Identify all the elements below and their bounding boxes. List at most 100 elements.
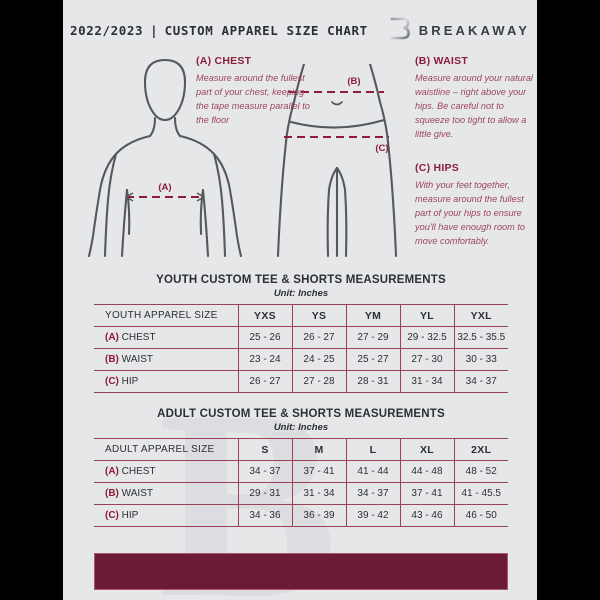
adult-r0-c0: 34 - 37 — [237, 460, 293, 483]
adult-size-table: ADULT APPAREL SIZE S M L XL 2XL (A) CHES… — [94, 438, 508, 527]
size-chart-page: B 2022/2023 | CUSTOM APPAREL SIZE CHART … — [63, 0, 537, 600]
row-letter: (A) — [105, 466, 119, 477]
table-row: (C) HIP 34 - 36 36 - 39 39 - 42 43 - 46 … — [94, 504, 508, 527]
brand-logo: BREAKAWAY — [388, 17, 530, 43]
youth-col-4: YXL — [453, 304, 508, 327]
breakaway-b-monogram-icon — [389, 17, 410, 42]
adult-col-0: S — [237, 438, 293, 461]
row-letter: (A) — [105, 332, 119, 343]
row-name: HIP — [121, 376, 139, 387]
youth-r1-c0: 23 - 24 — [237, 348, 293, 371]
youth-r1-c1: 24 - 25 — [291, 348, 347, 371]
adult-r1-c1: 31 - 34 — [291, 482, 347, 505]
youth-r2-c2: 28 - 31 — [345, 370, 401, 393]
adult-row-1-label: (B) WAIST — [94, 482, 239, 505]
youth-r2-c0: 26 - 27 — [237, 370, 293, 393]
youth-r2-c3: 31 - 34 — [399, 370, 455, 393]
measurement-diagram: (A) (B) (C) — [63, 46, 537, 270]
youth-row-2-label: (C) HIP — [94, 370, 239, 393]
callout-hips-body: With your feet together, measure around … — [415, 180, 526, 246]
header-separator: | — [150, 22, 158, 38]
youth-r1-c4: 30 - 33 — [453, 348, 508, 371]
adult-col-1: M — [291, 438, 347, 461]
callout-chest: (A) CHEST Measure around the fullest par… — [196, 55, 314, 128]
header-year: 2022/2023 — [69, 22, 144, 38]
adult-r2-c1: 36 - 39 — [291, 504, 347, 527]
lower-body-figure: (B) (C) — [276, 64, 398, 258]
table-row: (C) HIP 26 - 27 27 - 28 28 - 31 31 - 34 … — [94, 370, 508, 393]
youth-r2-c1: 27 - 28 — [291, 370, 347, 393]
youth-col-3: YL — [399, 304, 455, 327]
youth-col-0: YXS — [237, 304, 293, 327]
adult-r2-c0: 34 - 36 — [237, 504, 293, 527]
callout-hips-title: (C) HIPS — [415, 162, 459, 174]
callout-chest-body: Measure around the fullest part of your … — [196, 73, 310, 125]
adult-table-unit: Unit: Inches — [273, 422, 329, 433]
adult-col-2: L — [345, 438, 401, 461]
row-letter: (B) — [105, 354, 119, 365]
callout-waist-body: Measure around your natural waistline – … — [415, 73, 533, 139]
callout-waist-title: (B) WAIST — [415, 55, 468, 67]
adult-col-4: 2XL — [453, 438, 508, 461]
row-name: WAIST — [121, 354, 153, 365]
youth-r0-c1: 26 - 27 — [291, 326, 347, 349]
table-header-row: ADULT APPAREL SIZE S M L XL 2XL — [94, 438, 508, 461]
adult-r0-c3: 44 - 48 — [399, 460, 455, 483]
youth-size-table-block: YOUTH CUSTOM TEE & SHORTS MEASUREMENTS U… — [94, 274, 508, 393]
youth-col-1: YS — [291, 304, 347, 327]
youth-row-header: YOUTH APPAREL SIZE — [94, 304, 239, 327]
row-name: CHEST — [121, 466, 156, 477]
bottom-accent-bar — [94, 553, 508, 590]
adult-table-title: ADULT CUSTOM TEE & SHORTS MEASUREMENTS — [157, 408, 445, 420]
hip-measure-label: (C) — [375, 143, 388, 154]
youth-r0-c0: 25 - 26 — [237, 326, 293, 349]
row-letter: (C) — [105, 510, 119, 521]
adult-r2-c2: 39 - 42 — [345, 504, 401, 527]
youth-row-1-label: (B) WAIST — [94, 348, 239, 371]
table-row: (A) CHEST 34 - 37 37 - 41 41 - 44 44 - 4… — [94, 460, 508, 483]
upper-body-figure: (A) — [87, 58, 243, 258]
adult-r0-c1: 37 - 41 — [291, 460, 347, 483]
chest-measure-label: (A) — [158, 182, 171, 193]
adult-r1-c0: 29 - 31 — [237, 482, 293, 505]
table-header-row: YOUTH APPAREL SIZE YXS YS YM YL YXL — [94, 304, 508, 327]
adult-row-0-label: (A) CHEST — [94, 460, 239, 483]
adult-col-3: XL — [399, 438, 455, 461]
table-row: (B) WAIST 23 - 24 24 - 25 25 - 27 27 - 3… — [94, 348, 508, 371]
youth-r1-c3: 27 - 30 — [399, 348, 455, 371]
adult-row-header: ADULT APPAREL SIZE — [94, 438, 239, 461]
youth-size-table: YOUTH APPAREL SIZE YXS YS YM YL YXL (A) … — [94, 304, 508, 393]
youth-r0-c3: 29 - 32.5 — [399, 326, 455, 349]
adult-row-2-label: (C) HIP — [94, 504, 239, 527]
callout-hips: (C) HIPS With your feet together, measur… — [415, 162, 537, 249]
youth-r2-c4: 34 - 37 — [453, 370, 508, 393]
callout-waist: (B) WAIST Measure around your natural wa… — [415, 55, 535, 142]
adult-r0-c2: 41 - 44 — [345, 460, 401, 483]
callout-chest-title: (A) CHEST — [196, 55, 252, 67]
adult-r0-c4: 48 - 52 — [453, 460, 508, 483]
youth-row-0-label: (A) CHEST — [94, 326, 239, 349]
adult-r2-c4: 46 - 50 — [453, 504, 508, 527]
youth-r0-c4: 32.5 - 35.5 — [453, 326, 508, 349]
table-row: (A) CHEST 25 - 26 26 - 27 27 - 29 29 - 3… — [94, 326, 508, 349]
youth-col-2: YM — [345, 304, 401, 327]
row-letter: (B) — [105, 488, 119, 499]
adult-r1-c3: 37 - 41 — [399, 482, 455, 505]
brand-name: BREAKAWAY — [418, 22, 531, 38]
youth-r0-c2: 27 - 29 — [345, 326, 401, 349]
adult-r1-c2: 34 - 37 — [345, 482, 401, 505]
row-name: WAIST — [121, 488, 153, 499]
table-row: (B) WAIST 29 - 31 31 - 34 34 - 37 37 - 4… — [94, 482, 508, 505]
youth-r1-c2: 25 - 27 — [345, 348, 401, 371]
page-header: 2022/2023 | CUSTOM APPAREL SIZE CHART BR… — [63, 14, 537, 46]
adult-r1-c4: 41 - 45.5 — [453, 482, 508, 505]
adult-size-table-block: ADULT CUSTOM TEE & SHORTS MEASUREMENTS U… — [94, 408, 508, 527]
row-letter: (C) — [105, 376, 119, 387]
waist-measure-label: (B) — [347, 76, 360, 87]
row-name: CHEST — [121, 332, 156, 343]
row-name: HIP — [121, 510, 139, 521]
youth-table-unit: Unit: Inches — [273, 288, 329, 299]
youth-table-title: YOUTH CUSTOM TEE & SHORTS MEASUREMENTS — [156, 274, 446, 286]
adult-r2-c3: 43 - 46 — [399, 504, 455, 527]
page-title: CUSTOM APPAREL SIZE CHART — [164, 22, 368, 38]
